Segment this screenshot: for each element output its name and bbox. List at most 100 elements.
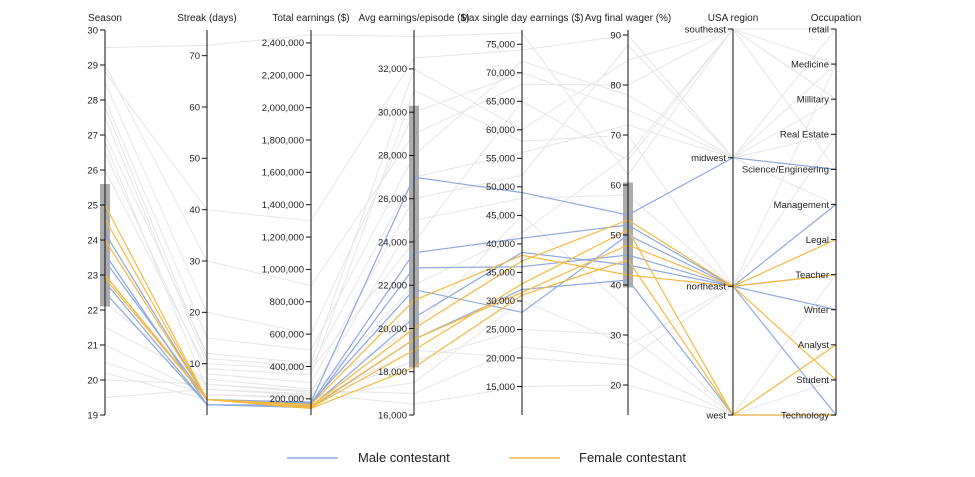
background-line: [104, 194, 837, 393]
tick-label: 55,000: [486, 154, 515, 165]
background-line: [104, 106, 837, 368]
tick-label: 10: [189, 359, 200, 370]
tick-label: 29: [87, 60, 98, 71]
background-line: [104, 214, 837, 416]
axis-title-season: Season: [88, 13, 122, 24]
tick-label: 50: [189, 154, 200, 165]
tick-label: 65,000: [486, 97, 515, 108]
series-line: [104, 204, 837, 405]
series-line: [104, 232, 837, 404]
tick-label: 23: [87, 270, 98, 281]
tick-label: 22: [87, 305, 98, 316]
series-female-contestant: [104, 204, 837, 416]
tick-label: 20,000: [486, 353, 515, 364]
tick-label: Technology: [781, 410, 829, 421]
tick-label: 70: [189, 51, 200, 62]
tick-label: 16,000: [378, 410, 407, 421]
tick-label: 24: [87, 235, 98, 246]
tick-label: 21: [87, 340, 98, 351]
background-line: [104, 28, 837, 351]
tick-label: 30: [189, 256, 200, 267]
background-line: [104, 28, 837, 371]
tick-label: 2,200,000: [262, 71, 304, 82]
tick-label: Student: [796, 375, 829, 386]
tick-label: 75,000: [486, 40, 515, 51]
tick-label: 60: [189, 102, 200, 113]
legend-label-female: Female contestant: [579, 450, 686, 465]
background-lines: [104, 28, 837, 416]
tick-label: 30,000: [378, 107, 407, 118]
tick-label: 60: [610, 180, 621, 191]
tick-label: 2,400,000: [262, 38, 304, 49]
tick-label: 25: [87, 200, 98, 211]
axis-title-wager: Avg final wager (%): [585, 13, 672, 24]
highlighted-lines: [104, 157, 837, 416]
tick-label: 80: [610, 80, 621, 91]
background-line: [104, 28, 837, 397]
axis-avg: Avg earnings/episode ($) 16,000 18,000 20,0…: [359, 13, 470, 421]
tick-label: Medicine: [791, 59, 829, 70]
tick-label: retail: [808, 24, 829, 35]
legend-label-male: Male contestant: [358, 450, 450, 465]
tick-label: 70: [610, 130, 621, 141]
tick-label: 400,000: [270, 362, 304, 373]
tick-label: northeast: [686, 282, 726, 293]
legend: Male contestant Female contestant: [287, 450, 686, 465]
tick-label: 1,800,000: [262, 135, 304, 146]
tick-label: 18,000: [378, 367, 407, 378]
tick-label: 20: [610, 380, 621, 391]
tick-label: west: [705, 410, 726, 421]
axis-season: Season 19 20 21 22 23 24 25 26 27 28 29 30: [87, 13, 122, 421]
tick-label: 45,000: [486, 211, 515, 222]
background-line: [104, 274, 837, 416]
axis-title-max: Max single day earnings ($): [461, 13, 584, 24]
axis-max: Max single day earnings ($) 15,000 20,000 2…: [461, 13, 584, 415]
axis-title-streak: Streak (days): [177, 13, 236, 24]
tick-label: 2,000,000: [262, 103, 304, 114]
axis-title-occupation: Occupation: [811, 13, 862, 24]
background-line: [104, 28, 836, 176]
tick-label: 26,000: [378, 194, 407, 205]
tick-label: 1,000,000: [262, 265, 304, 276]
tick-label: 60,000: [486, 125, 515, 136]
tick-label: 40: [610, 280, 621, 291]
legend-item-female[interactable]: Female contestant: [509, 450, 686, 465]
legend-item-male[interactable]: Male contestant: [287, 450, 450, 465]
tick-label: southeast: [685, 24, 727, 35]
series-line: [104, 229, 837, 416]
axis-region: USA region west northeast midwest southeast: [685, 13, 759, 421]
axis-title-total: Total earnings ($): [272, 13, 349, 24]
tick-label: 28: [87, 95, 98, 106]
series-line: [104, 279, 836, 416]
background-line: [104, 28, 837, 287]
tick-label: midwest: [691, 153, 726, 164]
tick-label: 30,000: [486, 296, 515, 307]
tick-label: Real Estate: [780, 130, 829, 141]
tick-label: 200,000: [270, 394, 304, 405]
background-line: [104, 28, 837, 364]
series-line: [104, 218, 836, 416]
tick-label: Science/Engineering: [742, 165, 829, 176]
axis-streak: Streak (days) 10 20 30 40 50 60 70: [177, 13, 237, 415]
tick-label: Legal: [806, 235, 829, 246]
tick-label: 70,000: [486, 68, 515, 79]
axis-occupation: Occupation Technology Student Analyst Writer…: [742, 13, 861, 421]
tick-label: 24,000: [378, 237, 407, 248]
axis-title-region: USA region: [708, 13, 759, 24]
tick-label: 20: [189, 308, 200, 319]
tick-label: Management: [774, 200, 830, 211]
background-line: [104, 89, 837, 376]
tick-label: 30: [610, 330, 621, 341]
tick-label: 40,000: [486, 239, 515, 250]
tick-label: Analyst: [798, 340, 830, 351]
tick-label: 26: [87, 165, 98, 176]
tick-label: 32,000: [378, 64, 407, 75]
tick-label: 800,000: [270, 297, 304, 308]
tick-label: 90: [610, 30, 621, 41]
tick-label: 22,000: [378, 281, 407, 292]
axis-title-avg: Avg earnings/episode ($): [359, 13, 470, 24]
tick-label: Writer: [804, 305, 829, 316]
tick-label: Millitary: [797, 94, 829, 105]
